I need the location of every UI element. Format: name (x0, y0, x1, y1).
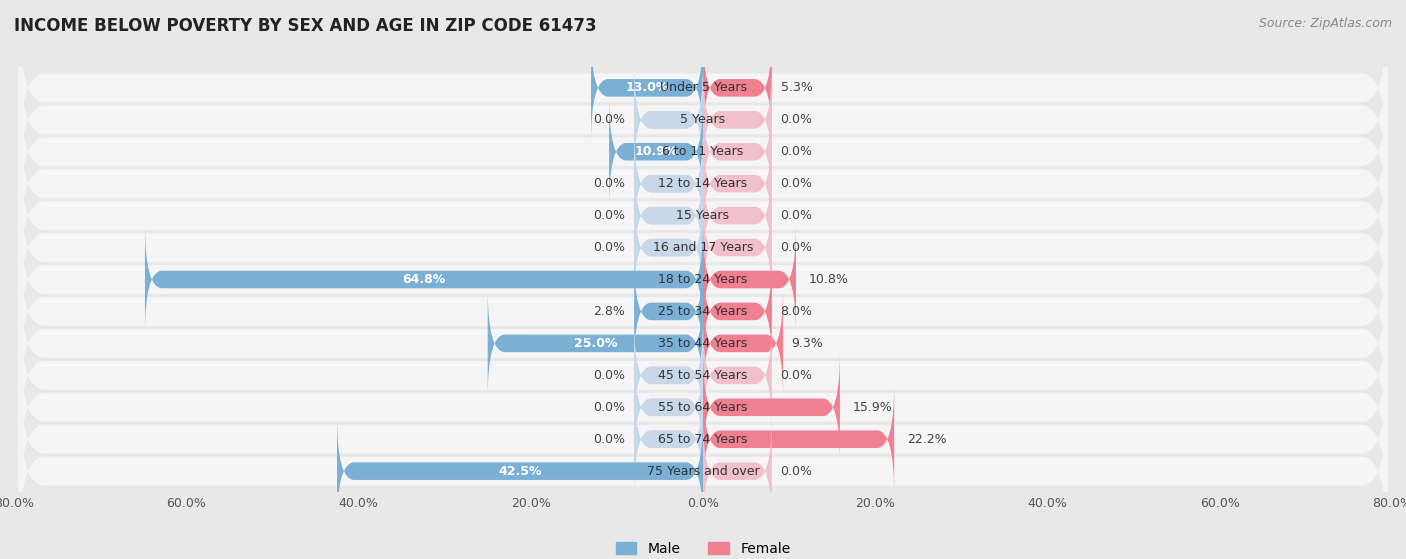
FancyBboxPatch shape (703, 352, 839, 462)
FancyBboxPatch shape (609, 97, 703, 207)
FancyBboxPatch shape (18, 70, 1388, 233)
Text: 9.3%: 9.3% (792, 337, 824, 350)
FancyBboxPatch shape (703, 288, 783, 399)
Text: 2.8%: 2.8% (593, 305, 626, 318)
Text: 0.0%: 0.0% (780, 241, 813, 254)
Text: 5 Years: 5 Years (681, 113, 725, 126)
Text: 64.8%: 64.8% (402, 273, 446, 286)
FancyBboxPatch shape (145, 224, 703, 335)
Text: 6 to 11 Years: 6 to 11 Years (662, 145, 744, 158)
FancyBboxPatch shape (703, 320, 772, 430)
Text: 0.0%: 0.0% (593, 241, 626, 254)
FancyBboxPatch shape (634, 160, 703, 271)
Text: 10.8%: 10.8% (808, 273, 849, 286)
Text: 35 to 44 Years: 35 to 44 Years (658, 337, 748, 350)
Legend: Male, Female: Male, Female (610, 536, 796, 559)
Text: 0.0%: 0.0% (780, 465, 813, 477)
Text: 16 and 17 Years: 16 and 17 Years (652, 241, 754, 254)
Text: 0.0%: 0.0% (593, 113, 626, 126)
FancyBboxPatch shape (18, 390, 1388, 553)
Text: 65 to 74 Years: 65 to 74 Years (658, 433, 748, 446)
Text: 25.0%: 25.0% (574, 337, 617, 350)
FancyBboxPatch shape (18, 6, 1388, 169)
FancyBboxPatch shape (634, 192, 703, 302)
Text: 0.0%: 0.0% (780, 369, 813, 382)
FancyBboxPatch shape (634, 129, 703, 239)
FancyBboxPatch shape (337, 416, 703, 526)
FancyBboxPatch shape (634, 352, 703, 462)
Text: 0.0%: 0.0% (780, 177, 813, 190)
FancyBboxPatch shape (703, 65, 772, 175)
FancyBboxPatch shape (703, 416, 772, 526)
Text: 22.2%: 22.2% (907, 433, 946, 446)
FancyBboxPatch shape (634, 384, 703, 494)
Text: INCOME BELOW POVERTY BY SEX AND AGE IN ZIP CODE 61473: INCOME BELOW POVERTY BY SEX AND AGE IN Z… (14, 17, 596, 35)
Text: 15.9%: 15.9% (853, 401, 893, 414)
FancyBboxPatch shape (18, 134, 1388, 297)
Text: 13.0%: 13.0% (626, 82, 669, 94)
FancyBboxPatch shape (18, 230, 1388, 393)
FancyBboxPatch shape (634, 65, 703, 175)
FancyBboxPatch shape (18, 358, 1388, 520)
Text: 10.9%: 10.9% (634, 145, 678, 158)
Text: 12 to 14 Years: 12 to 14 Years (658, 177, 748, 190)
Text: Source: ZipAtlas.com: Source: ZipAtlas.com (1258, 17, 1392, 30)
Text: 25 to 34 Years: 25 to 34 Years (658, 305, 748, 318)
Text: 0.0%: 0.0% (780, 209, 813, 222)
FancyBboxPatch shape (18, 166, 1388, 329)
FancyBboxPatch shape (634, 65, 703, 175)
FancyBboxPatch shape (18, 39, 1388, 201)
FancyBboxPatch shape (591, 33, 703, 143)
FancyBboxPatch shape (703, 384, 894, 494)
FancyBboxPatch shape (634, 129, 703, 239)
Text: 18 to 24 Years: 18 to 24 Years (658, 273, 748, 286)
Text: 0.0%: 0.0% (593, 433, 626, 446)
Text: 15 Years: 15 Years (676, 209, 730, 222)
Text: 8.0%: 8.0% (780, 305, 813, 318)
Text: 0.0%: 0.0% (593, 177, 626, 190)
FancyBboxPatch shape (634, 320, 703, 430)
FancyBboxPatch shape (634, 257, 703, 367)
Text: 0.0%: 0.0% (593, 209, 626, 222)
FancyBboxPatch shape (18, 326, 1388, 489)
Text: 5.3%: 5.3% (780, 82, 813, 94)
FancyBboxPatch shape (703, 129, 772, 239)
FancyBboxPatch shape (18, 262, 1388, 425)
Text: Under 5 Years: Under 5 Years (659, 82, 747, 94)
Text: 0.0%: 0.0% (593, 401, 626, 414)
FancyBboxPatch shape (488, 288, 703, 399)
FancyBboxPatch shape (703, 224, 796, 335)
FancyBboxPatch shape (634, 384, 703, 494)
FancyBboxPatch shape (18, 198, 1388, 361)
Text: 0.0%: 0.0% (780, 145, 813, 158)
FancyBboxPatch shape (634, 320, 703, 430)
Text: 55 to 64 Years: 55 to 64 Years (658, 401, 748, 414)
FancyBboxPatch shape (703, 192, 772, 302)
FancyBboxPatch shape (18, 102, 1388, 265)
Text: 45 to 54 Years: 45 to 54 Years (658, 369, 748, 382)
FancyBboxPatch shape (703, 33, 772, 143)
Text: 42.5%: 42.5% (498, 465, 541, 477)
FancyBboxPatch shape (634, 352, 703, 462)
Text: 75 Years and over: 75 Years and over (647, 465, 759, 477)
FancyBboxPatch shape (634, 192, 703, 302)
Text: 0.0%: 0.0% (593, 369, 626, 382)
FancyBboxPatch shape (18, 294, 1388, 457)
FancyBboxPatch shape (634, 160, 703, 271)
Text: 0.0%: 0.0% (780, 113, 813, 126)
FancyBboxPatch shape (703, 97, 772, 207)
FancyBboxPatch shape (703, 257, 772, 367)
FancyBboxPatch shape (703, 160, 772, 271)
